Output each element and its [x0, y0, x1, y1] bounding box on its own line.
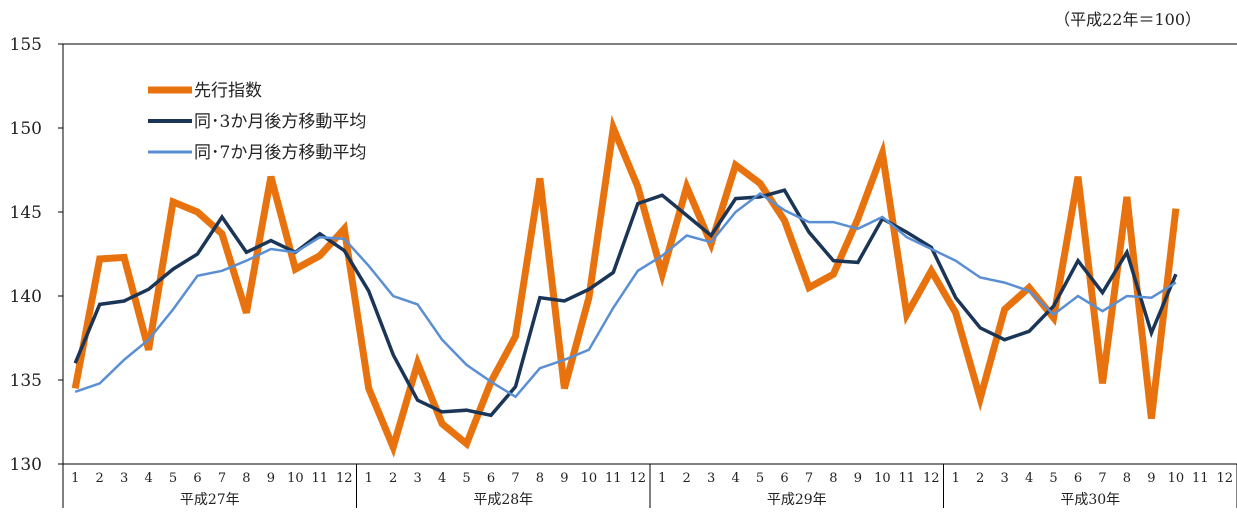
year-label: 平成29年 — [767, 492, 827, 508]
x-tick-label: 2 — [389, 471, 397, 486]
x-tick-label: 8 — [1123, 471, 1131, 486]
x-tick-label: 11 — [605, 471, 622, 486]
x-tick-label: 4 — [438, 471, 446, 486]
y-tick-label: 155 — [10, 35, 42, 55]
y-tick-label: 145 — [10, 203, 42, 223]
x-tick-label: 11 — [899, 471, 916, 486]
x-tick-label: 1 — [658, 471, 666, 486]
x-tick-label: 3 — [120, 471, 128, 486]
y-tick-label: 135 — [10, 371, 42, 391]
x-tick-label: 9 — [560, 471, 568, 486]
x-tick-label: 4 — [731, 471, 739, 486]
x-tick-label: 1 — [952, 471, 960, 486]
x-tick-label: 8 — [829, 471, 837, 486]
x-tick-label: 9 — [267, 471, 275, 486]
y-tick-label: 150 — [10, 119, 42, 139]
x-tick-label: 1 — [365, 471, 373, 486]
x-tick-label: 7 — [805, 471, 813, 486]
x-tick-label: 7 — [218, 471, 226, 486]
y-tick-label: 130 — [10, 455, 42, 475]
x-tick-label: 9 — [854, 471, 862, 486]
year-label: 平成28年 — [473, 492, 533, 508]
x-tick-label: 6 — [780, 471, 788, 486]
x-tick-label: 4 — [1025, 471, 1033, 486]
x-tick-label: 10 — [581, 471, 598, 486]
legend-label-2: 同･3か月後方移動平均 — [194, 112, 366, 132]
year-label: 平成27年 — [180, 492, 240, 508]
x-tick-label: 9 — [1147, 471, 1155, 486]
x-tick-label: 8 — [536, 471, 544, 486]
x-tick-label: 6 — [1074, 471, 1082, 486]
x-tick-label: 8 — [242, 471, 250, 486]
x-tick-label: 6 — [193, 471, 201, 486]
x-tick-label: 7 — [511, 471, 519, 486]
x-tick-label: 3 — [1001, 471, 1009, 486]
x-tick-label: 3 — [707, 471, 715, 486]
x-tick-label: 1 — [71, 471, 79, 486]
x-tick-label: 10 — [1168, 471, 1185, 486]
x-tick-label: 2 — [96, 471, 104, 486]
x-tick-label: 4 — [144, 471, 152, 486]
x-tick-label: 12 — [629, 471, 646, 486]
x-tick-label: 6 — [487, 471, 495, 486]
x-tick-label: 10 — [287, 471, 304, 486]
year-label: 平成30年 — [1060, 492, 1120, 508]
x-tick-label: 10 — [874, 471, 891, 486]
x-tick-label: 7 — [1098, 471, 1106, 486]
x-tick-label: 11 — [312, 471, 329, 486]
x-tick-label: 2 — [683, 471, 691, 486]
unit-label: （平成22年＝100） — [1054, 10, 1201, 29]
x-tick-label: 5 — [462, 471, 470, 486]
legend-label-3: 同･7か月後方移動平均 — [194, 143, 366, 163]
x-tick-label: 11 — [1192, 471, 1209, 486]
legend-label-1: 先行指数 — [194, 81, 262, 101]
series-line-2 — [73, 188, 1178, 418]
x-tick-label: 5 — [756, 471, 764, 486]
x-tick-label: 2 — [976, 471, 984, 486]
x-tick-label: 12 — [923, 471, 940, 486]
y-tick-label: 140 — [10, 287, 42, 307]
x-tick-label: 3 — [414, 471, 422, 486]
x-tick-label: 12 — [1216, 471, 1233, 486]
series-line-3 — [74, 191, 1177, 399]
x-tick-label: 5 — [1049, 471, 1057, 486]
x-tick-label: 12 — [336, 471, 353, 486]
x-tick-label: 5 — [169, 471, 177, 486]
